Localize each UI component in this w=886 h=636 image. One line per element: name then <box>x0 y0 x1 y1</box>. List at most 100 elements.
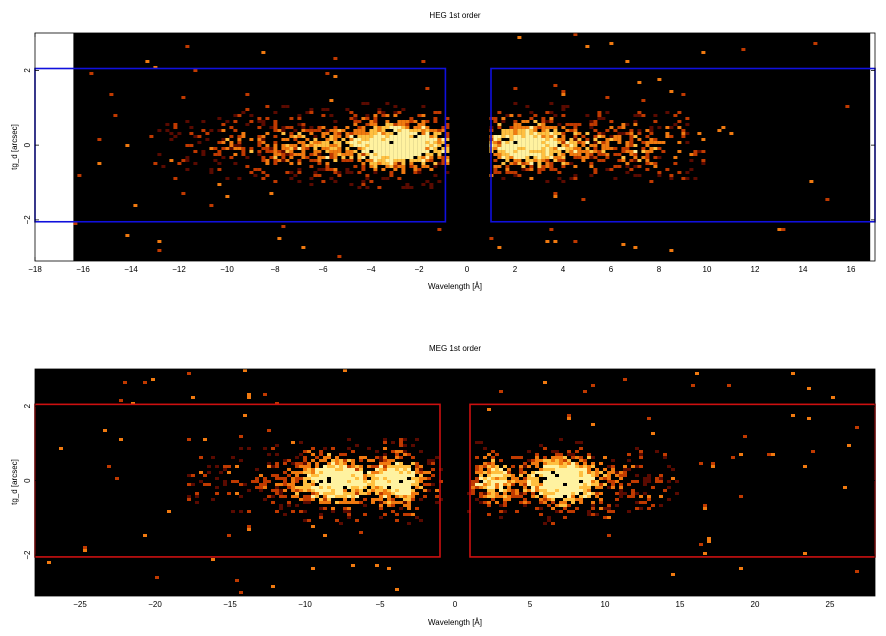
heg-count-cell <box>361 102 366 105</box>
meg-count-cell <box>331 477 335 480</box>
meg-count-cell <box>567 474 571 477</box>
meg-y-axis-label: tg_d [arcsec] <box>10 459 19 505</box>
heg-count-cell <box>641 147 646 150</box>
meg-count-cell <box>311 474 315 477</box>
meg-count-cell <box>555 492 559 495</box>
heg-count-cell <box>525 153 530 156</box>
meg-count-cell <box>707 537 711 540</box>
heg-count-cell <box>165 123 170 126</box>
meg-count-cell <box>331 489 335 492</box>
heg-count-cell <box>225 177 230 180</box>
meg-count-cell <box>567 462 571 465</box>
heg-count-cell <box>569 129 574 132</box>
meg-count-cell <box>327 498 331 501</box>
heg-count-cell <box>529 126 534 129</box>
heg-count-cell <box>517 126 522 129</box>
heg-count-cell <box>401 171 406 174</box>
heg-count-cell <box>217 141 222 144</box>
heg-count-cell <box>537 144 542 147</box>
meg-count-cell <box>379 507 383 510</box>
heg-count-cell <box>209 204 214 207</box>
heg-count-cell <box>493 159 498 162</box>
heg-count-cell <box>329 138 334 141</box>
meg-count-cell <box>347 465 351 468</box>
meg-count-cell <box>323 489 327 492</box>
heg-count-cell <box>265 147 270 150</box>
meg-count-cell <box>367 459 371 462</box>
heg-count-cell <box>425 150 430 153</box>
meg-count-cell <box>635 492 639 495</box>
meg-count-cell <box>351 501 355 504</box>
heg-count-cell <box>333 57 338 60</box>
meg-count-cell <box>379 465 383 468</box>
meg-y-tick-label: −2 <box>23 550 32 560</box>
meg-count-cell <box>467 492 471 495</box>
meg-count-cell <box>379 495 383 498</box>
heg-count-cell <box>645 162 650 165</box>
heg-count-cell <box>401 129 406 132</box>
meg-count-cell <box>323 459 327 462</box>
heg-count-cell <box>549 168 554 171</box>
meg-count-cell <box>299 453 303 456</box>
heg-count-cell <box>441 156 446 159</box>
heg-count-cell <box>393 165 398 168</box>
heg-count-cell <box>401 126 406 129</box>
meg-count-cell <box>331 483 335 486</box>
meg-data-image <box>35 369 875 596</box>
meg-count-cell <box>531 483 535 486</box>
meg-count-cell <box>271 447 275 450</box>
meg-count-cell <box>239 495 243 498</box>
heg-count-cell <box>533 150 538 153</box>
heg-count-cell <box>445 132 450 135</box>
heg-count-cell <box>385 156 390 159</box>
heg-count-cell <box>373 162 378 165</box>
heg-count-cell <box>277 129 282 132</box>
meg-count-cell <box>515 510 519 513</box>
heg-count-cell <box>641 156 646 159</box>
heg-count-cell <box>289 135 294 138</box>
heg-count-cell <box>553 135 558 138</box>
meg-count-cell <box>563 516 567 519</box>
meg-count-cell <box>331 462 335 465</box>
heg-count-cell <box>221 156 226 159</box>
heg-count-cell <box>389 138 394 141</box>
heg-count-cell <box>233 144 238 147</box>
meg-count-cell <box>391 492 395 495</box>
heg-count-cell <box>433 138 438 141</box>
heg-count-cell <box>225 138 230 141</box>
meg-count-cell <box>571 492 575 495</box>
heg-count-cell <box>649 138 654 141</box>
meg-count-cell <box>387 459 391 462</box>
heg-count-cell <box>537 165 542 168</box>
heg-count-cell <box>281 105 286 108</box>
heg-count-cell <box>621 123 626 126</box>
meg-count-cell <box>643 477 647 480</box>
heg-count-cell <box>445 117 450 120</box>
meg-count-cell <box>295 480 299 483</box>
heg-count-cell <box>629 138 634 141</box>
heg-count-cell <box>617 135 622 138</box>
heg-count-cell <box>349 111 354 114</box>
heg-count-cell <box>625 123 630 126</box>
meg-count-cell <box>415 465 419 468</box>
meg-count-cell <box>559 468 563 471</box>
meg-count-cell <box>323 456 327 459</box>
meg-count-cell <box>347 513 351 516</box>
heg-count-cell <box>185 144 190 147</box>
meg-count-cell <box>307 486 311 489</box>
meg-count-cell <box>371 474 375 477</box>
heg-count-cell <box>77 174 82 177</box>
meg-count-cell <box>319 501 323 504</box>
heg-count-cell <box>373 171 378 174</box>
meg-count-cell <box>487 471 491 474</box>
heg-count-cell <box>357 159 362 162</box>
meg-count-cell <box>359 486 363 489</box>
heg-count-cell <box>605 153 610 156</box>
heg-count-cell <box>601 153 606 156</box>
heg-count-cell <box>497 135 502 138</box>
meg-count-cell <box>319 474 323 477</box>
meg-count-cell <box>371 483 375 486</box>
heg-count-cell <box>361 156 366 159</box>
heg-count-cell <box>537 156 542 159</box>
meg-count-cell <box>499 468 503 471</box>
